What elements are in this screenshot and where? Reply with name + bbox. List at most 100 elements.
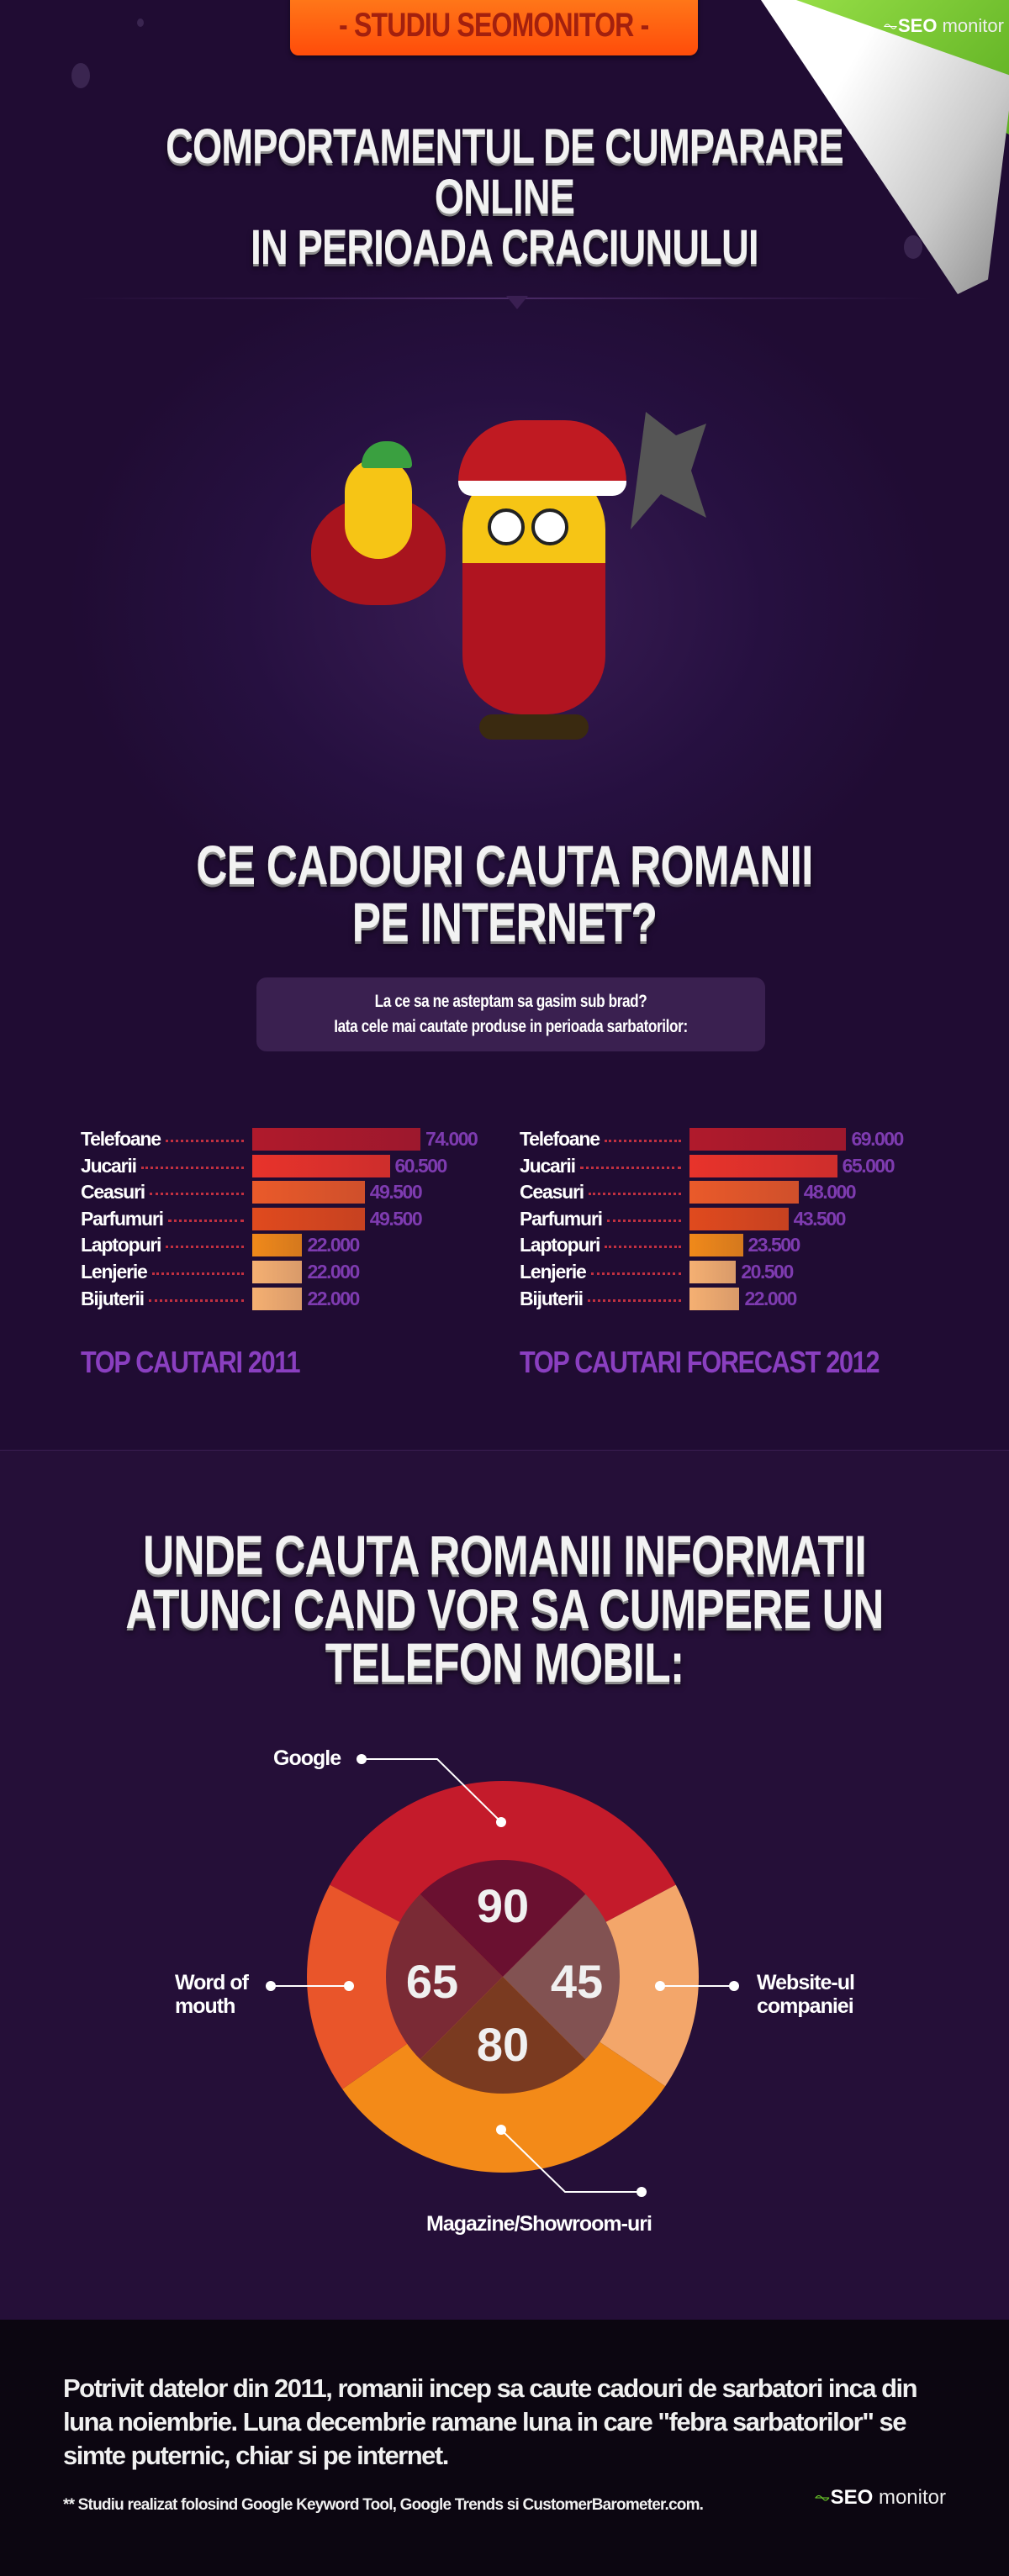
bar: [252, 1287, 303, 1310]
bar: [252, 1181, 365, 1204]
bar-label-row: Lenjerie: [520, 1261, 686, 1283]
bar-value: 69.000: [851, 1128, 904, 1150]
santa-hat: [458, 420, 626, 496]
dotted-leader: [140, 1166, 244, 1169]
bar-value: 60.500: [394, 1154, 448, 1177]
bar-value: 22.000: [307, 1234, 360, 1256]
bar-value: 74.000: [425, 1128, 478, 1150]
segment-value: 45: [551, 1955, 603, 2008]
decor-dot: [71, 63, 90, 88]
bar: [689, 1261, 737, 1283]
bar-value: 48.000: [803, 1181, 857, 1204]
leader-dot: [655, 1981, 665, 1991]
footer-logo[interactable]: ⏦SEO monitor: [814, 2486, 946, 2509]
bar-value: 49.500: [369, 1207, 423, 1230]
dotted-leader: [604, 1140, 681, 1142]
segment-value: 90: [477, 1879, 529, 1932]
label-google: Google: [273, 1746, 341, 1770]
bar-value: 22.000: [307, 1287, 360, 1309]
elf-mascot: [345, 458, 412, 559]
eye: [488, 508, 525, 545]
bar: [252, 1128, 420, 1151]
bar: [689, 1181, 799, 1204]
bar-label: Jucarii: [520, 1154, 576, 1177]
leader-dot: [357, 1754, 367, 1764]
bar-label: Laptopuri: [520, 1234, 600, 1256]
bar-label-row: Jucarii: [520, 1155, 686, 1177]
pulse-icon: ⏦: [883, 15, 898, 36]
bar-label: Parfumuri: [81, 1207, 164, 1230]
bar: [252, 1207, 365, 1230]
leader-line: [500, 2129, 642, 2193]
page-title: COMPORTAMENTUL DE CUMPARARE ONLINE IN PE…: [166, 119, 844, 275]
dotted-leader: [579, 1166, 681, 1169]
mascots-illustration: [311, 395, 715, 782]
study-banner: - STUDIU SEOMONITOR -: [290, 0, 698, 55]
bar-label-row: Bijuterii: [520, 1288, 686, 1310]
decor-dot: [904, 235, 922, 259]
segment-value: 80: [477, 2018, 529, 2071]
dotted-leader: [587, 1299, 681, 1302]
seomonitor-logo[interactable]: ⏦SEO monitor: [883, 15, 1004, 36]
dotted-leader: [165, 1140, 244, 1142]
gifts-intro: La ce sa ne asteptam sa gasim sub brad? …: [256, 977, 765, 1051]
bar-value: 43.500: [793, 1207, 847, 1230]
chart-title: TOP CAUTARI FORECAST 2012: [520, 1345, 880, 1379]
bar: [689, 1234, 743, 1257]
dotted-leader: [148, 1299, 244, 1302]
santa-suit: [462, 563, 605, 714]
bar-label: Parfumuri: [520, 1207, 603, 1230]
segment-value: 65: [406, 1955, 458, 2008]
leader-dot: [729, 1981, 739, 1991]
bar: [252, 1261, 303, 1283]
dotted-leader: [588, 1193, 681, 1196]
bar-label: Bijuterii: [520, 1287, 584, 1309]
chart-title: TOP CAUTARI 2011: [81, 1345, 300, 1379]
bar-value: 23.500: [748, 1234, 801, 1256]
label-shops: Magazine/Showroom-uri: [426, 2212, 652, 2236]
bar: [252, 1234, 303, 1257]
bar-label-row: Ceasuri: [520, 1181, 686, 1204]
bar-label-row: Laptopuri: [520, 1234, 686, 1256]
inner-segment: [386, 1894, 503, 2060]
bar-label: Ceasuri: [520, 1181, 584, 1204]
bar-label-row: Ceasuri: [81, 1181, 249, 1204]
inner-segment: [420, 1860, 586, 1977]
dotted-leader: [149, 1193, 244, 1196]
burst-shape: [631, 412, 706, 529]
elf-hat: [362, 441, 412, 468]
bar: [252, 1154, 390, 1177]
eye: [531, 508, 568, 545]
label-word-of-mouth: Word of mouth: [175, 1971, 249, 2018]
bar-label-row: Lenjerie: [81, 1261, 249, 1283]
footer-note: ** Studiu realizat folosind Google Keywo…: [63, 2496, 704, 2514]
label-website: Website-ul companiei: [757, 1971, 855, 2018]
dotted-leader: [151, 1272, 244, 1275]
bar-label: Lenjerie: [81, 1261, 148, 1283]
divider: [76, 298, 933, 299]
leader-dot: [496, 2125, 506, 2135]
bar-label: Lenjerie: [520, 1261, 587, 1283]
bar-label: Bijuterii: [81, 1287, 145, 1309]
footer: [0, 2320, 1009, 2576]
bar-label-row: Laptopuri: [81, 1234, 249, 1256]
bar-label-row: Telefoane: [81, 1128, 249, 1151]
bar-label: Telefoane: [520, 1128, 600, 1150]
divider-notch: [506, 296, 528, 309]
leader-dot: [496, 1817, 506, 1827]
bar-value: 65.000: [842, 1154, 895, 1177]
bar-label: Telefoane: [81, 1128, 161, 1150]
leader-dot: [266, 1981, 276, 1991]
bar-value: 22.000: [744, 1287, 797, 1309]
bar-label-row: Bijuterii: [81, 1288, 249, 1310]
bar-value: 20.500: [741, 1261, 794, 1283]
bar: [689, 1154, 837, 1177]
phone-title: UNDE CAUTA ROMANII INFORMATII ATUNCI CAN…: [125, 1524, 884, 1694]
bar-label-row: Jucarii: [81, 1155, 249, 1177]
dotted-leader: [606, 1219, 681, 1222]
dotted-leader: [166, 1246, 244, 1249]
bar-label: Ceasuri: [81, 1181, 145, 1204]
inner-segment: [503, 1894, 620, 2060]
bar-label: Laptopuri: [81, 1234, 161, 1256]
footer-text: Potrivit datelor din 2011, romanii incep…: [63, 2373, 918, 2470]
